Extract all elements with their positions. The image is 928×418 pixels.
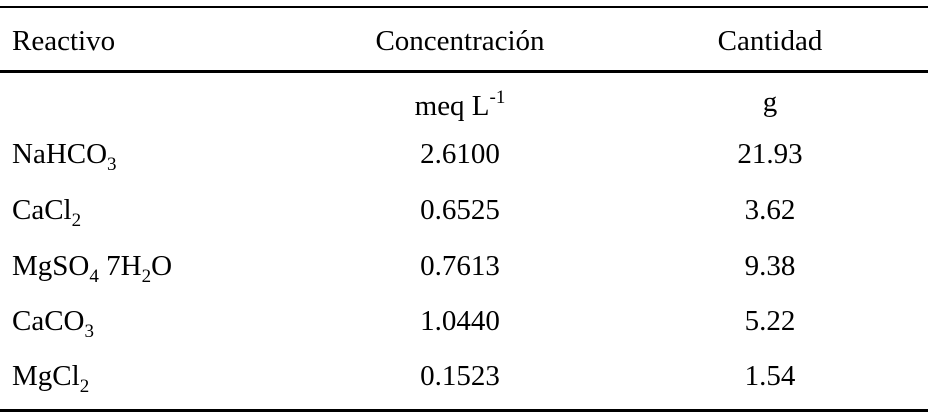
text-segment: MgSO — [12, 250, 90, 282]
unit-cell: meq L-1 — [415, 88, 506, 121]
table-cell: NaHCO3 — [12, 138, 117, 175]
unit-cell: g — [763, 88, 778, 117]
text-segment: CaCl — [12, 194, 72, 226]
table-cell: MgCl2 — [12, 360, 90, 397]
header-cell: Reactivo — [12, 25, 116, 57]
text-segment: NaHCO — [12, 138, 108, 170]
table-cell: 0.1523 — [420, 360, 500, 392]
table-cell: 9.38 — [744, 250, 796, 282]
text-segment: 7H — [98, 250, 142, 282]
supscript: -1 — [489, 87, 506, 108]
table-cell: CaCl2 — [12, 194, 82, 231]
text-segment: meq L — [414, 90, 490, 122]
header-cell: Concentración — [375, 25, 545, 57]
table-cell: 0.6525 — [420, 194, 500, 226]
header-cell: Cantidad — [717, 25, 823, 57]
text-segment: CaCO — [12, 305, 85, 337]
table-cell: MgSO4 7H2O — [12, 250, 173, 287]
table-cell: 21.93 — [737, 138, 803, 170]
subscript: 3 — [84, 321, 95, 342]
subscript: 2 — [79, 376, 90, 397]
table-cell: 1.0440 — [420, 305, 500, 337]
table-cell: 0.7613 — [420, 250, 500, 282]
text-segment: g — [762, 86, 778, 118]
header-rule — [0, 70, 928, 73]
subscript: 3 — [107, 154, 117, 175]
subscript: 2 — [71, 210, 82, 231]
bottom-rule — [0, 409, 928, 412]
table-cell: CaCO3 — [12, 305, 95, 342]
subscript: 2 — [141, 266, 152, 287]
text-segment: MgCl — [12, 360, 80, 392]
table-cell: 3.62 — [744, 194, 796, 226]
table-cell: 1.54 — [744, 360, 796, 392]
top-rule — [0, 6, 928, 8]
subscript: 4 — [89, 266, 99, 287]
table-cell: 5.22 — [744, 305, 796, 337]
text-segment: O — [151, 250, 173, 282]
table-cell: 2.6100 — [420, 138, 500, 170]
